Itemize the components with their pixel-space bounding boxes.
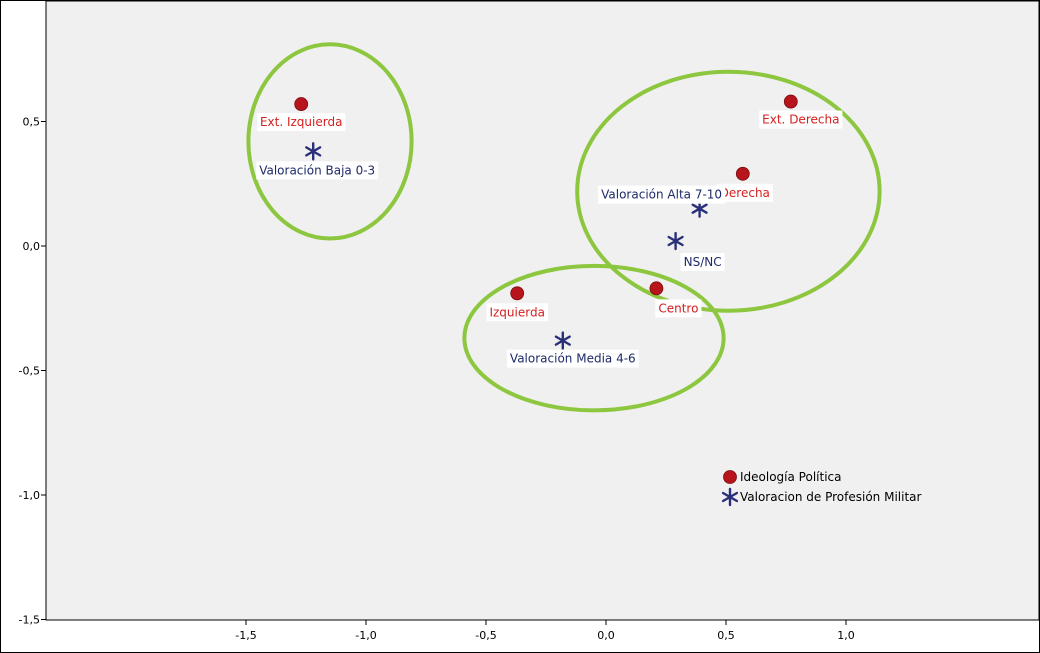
point-label-bg xyxy=(655,299,702,318)
x-tick-label: 1,0 xyxy=(837,629,855,642)
y-tick-label: -1,5 xyxy=(19,614,40,627)
legend-circle-icon xyxy=(723,470,737,484)
legend-star-icon xyxy=(721,487,739,507)
x-tick-label: 0,5 xyxy=(717,629,735,642)
point-label: Centro xyxy=(658,301,698,315)
valuation-point-marker xyxy=(691,199,708,218)
point-label: NS/NC xyxy=(684,255,722,269)
axes: -1,5 -1,0 -0,5 0,0 0,5 1,0 0,5 0,0 -0,5 -1,0 -1,5 xyxy=(19,116,855,643)
cluster-ellipse-3 xyxy=(462,263,726,413)
y-tick-label: 0,5 xyxy=(23,116,41,129)
valuation-point-marker xyxy=(554,331,571,350)
point-label: Valoración Media 4-6 xyxy=(510,352,636,366)
point-label-bg xyxy=(506,349,639,368)
point-label-bg xyxy=(759,110,843,129)
data-point: Derecha xyxy=(716,166,773,202)
point-label: Derecha xyxy=(720,186,770,200)
x-tick-label: -1,5 xyxy=(235,629,256,642)
ideology-point-marker xyxy=(294,97,309,111)
data-point: NS/NC xyxy=(667,231,725,272)
cluster-ellipses xyxy=(246,42,882,413)
point-label: Valoración Baja 0-3 xyxy=(259,163,375,177)
legend-entry: Ideología Política xyxy=(723,470,841,484)
point-label: Ext. Izquierda xyxy=(260,115,343,129)
x-tick-label: -0,5 xyxy=(475,629,496,642)
ideology-point-marker xyxy=(783,94,798,109)
point-label-bg xyxy=(598,185,726,204)
y-tick-label: 0,0 xyxy=(23,240,41,253)
data-point: Izquierda xyxy=(486,286,548,322)
point-label: Ext. Derecha xyxy=(762,113,839,127)
legend: Ideología Política Valoracion de Profesió… xyxy=(721,470,922,507)
data-point: Valoración Alta 7-10 xyxy=(598,185,726,218)
x-tick-label: 0,0 xyxy=(597,629,615,642)
point-label: Valoración Alta 7-10 xyxy=(601,188,722,202)
y-tick-label: -1,0 xyxy=(19,489,40,502)
data-point: Ext. Izquierda xyxy=(256,97,346,132)
cluster-ellipse-1 xyxy=(246,42,414,241)
point-label-bg xyxy=(716,183,773,202)
point-label: Izquierda xyxy=(489,305,544,319)
ideology-point-marker xyxy=(649,281,664,296)
x-tick-label: -1,0 xyxy=(355,629,376,642)
ideology-point-marker xyxy=(510,286,525,301)
data-point: Centro xyxy=(649,281,702,318)
data-points: Ext. Izquierda Ext. Derecha Derecha Izquier… xyxy=(256,94,843,368)
valuation-point-marker xyxy=(667,231,684,251)
legend-entry: Valoracion de Profesión Militar xyxy=(721,487,922,507)
data-point: Valoración Baja 0-3 xyxy=(256,142,379,180)
data-point: Valoración Media 4-6 xyxy=(506,331,639,368)
point-label-bg xyxy=(256,113,346,132)
cluster-ellipse-2 xyxy=(575,69,882,313)
data-point: Ext. Derecha xyxy=(759,94,843,129)
valuation-point-marker xyxy=(305,142,322,161)
legend-label: Valoracion de Profesión Militar xyxy=(740,490,922,504)
point-label-bg xyxy=(680,253,725,272)
y-tick-label: -0,5 xyxy=(19,365,40,378)
legend-label: Ideología Política xyxy=(740,470,841,484)
ideology-point-marker xyxy=(735,166,750,181)
point-label-bg xyxy=(486,303,548,322)
point-label-bg xyxy=(256,161,379,180)
